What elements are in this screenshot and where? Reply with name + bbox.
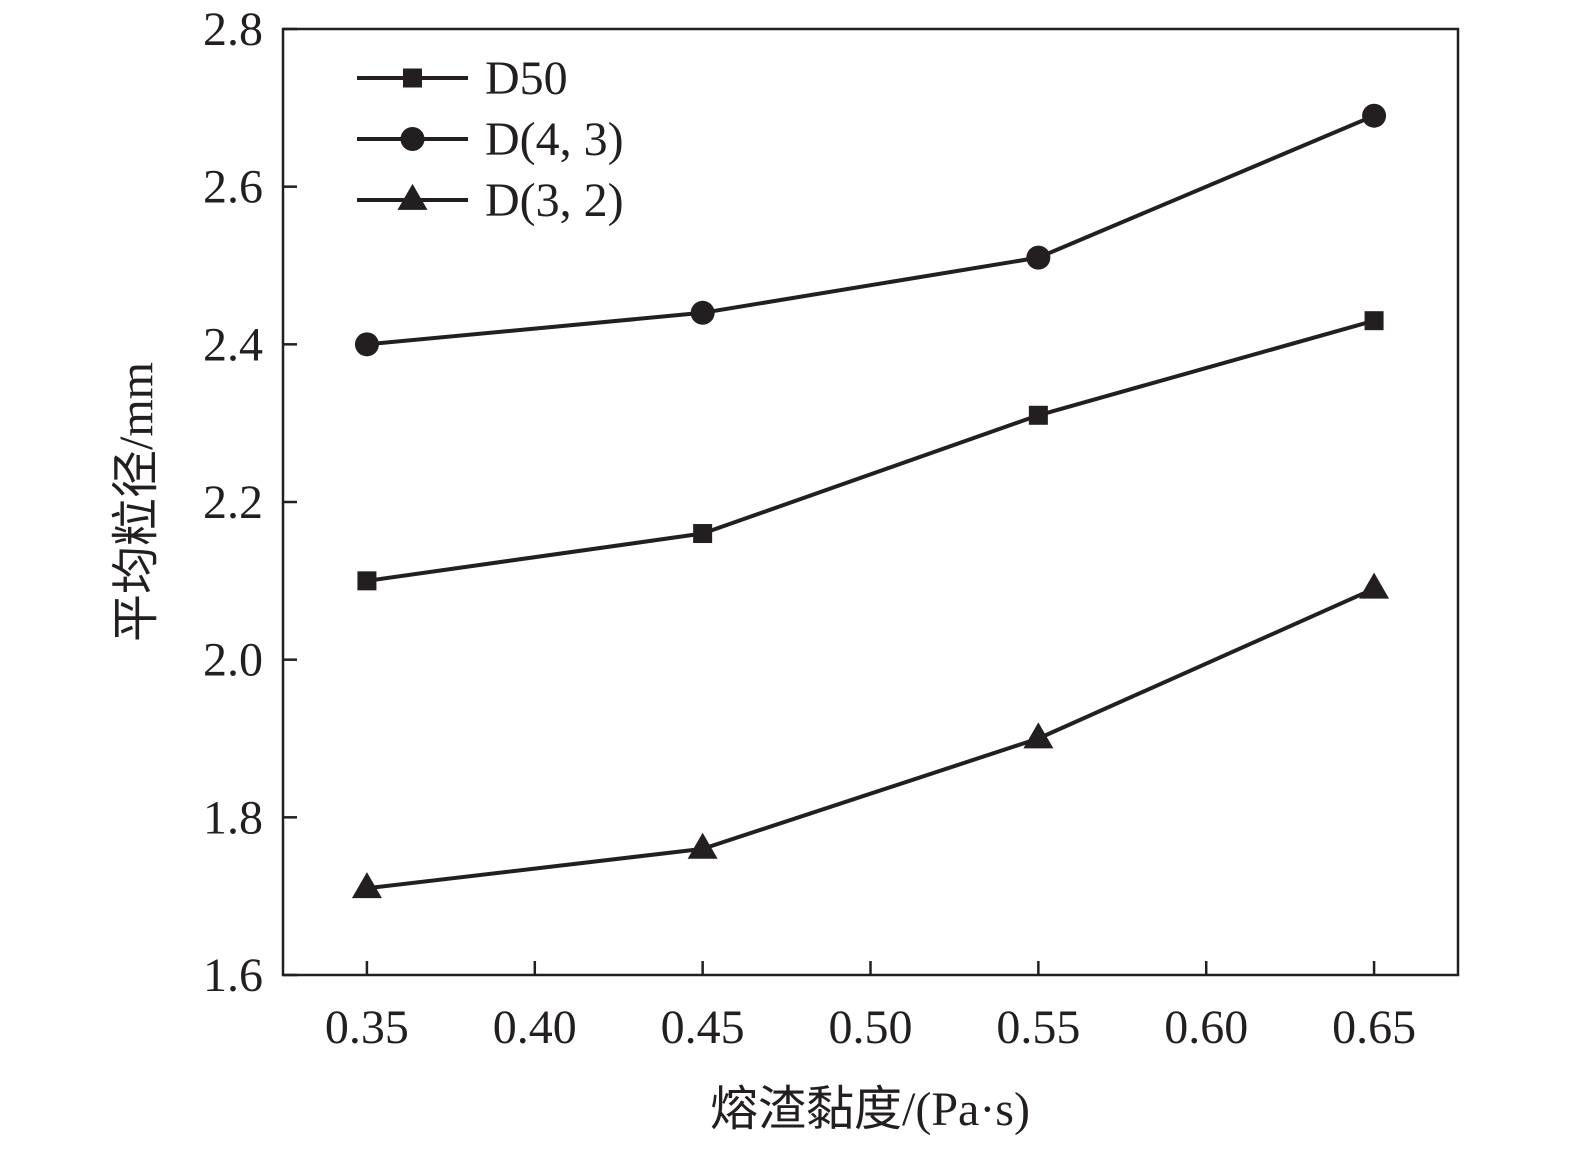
legend-label-0: D50	[485, 52, 568, 105]
x-tick-label-2: 0.45	[661, 1001, 745, 1054]
data-point-1-0	[354, 332, 379, 357]
data-point-0-0	[357, 571, 377, 591]
y-tick-label-5: 2.6	[203, 161, 263, 214]
y-axis-title: 平均粒径/mm	[110, 362, 163, 642]
series-line-0	[366, 318, 1375, 583]
x-tick-label-0: 0.35	[325, 1001, 409, 1054]
series-0	[357, 311, 1384, 591]
data-point-1-1	[690, 300, 715, 325]
legend-label-2: D(3, 2)	[485, 174, 624, 227]
y-tick-label-6: 2.8	[203, 3, 263, 56]
data-point-0-3	[1364, 311, 1384, 331]
y-tick-label-2: 2.0	[203, 634, 263, 687]
data-point-1-2	[1026, 245, 1051, 270]
legend-marker-2	[397, 183, 428, 210]
data-point-0-2	[1028, 405, 1048, 425]
series-2	[351, 572, 1390, 899]
data-point-2-1	[687, 832, 718, 859]
y-tick-label-1: 1.8	[203, 791, 263, 844]
x-tick-label-3: 0.50	[829, 1001, 913, 1054]
plot-frame	[281, 27, 1460, 977]
x-tick-label-6: 0.65	[1332, 1001, 1416, 1054]
y-tick-label-3: 2.2	[203, 476, 263, 529]
legend-item-2: D(3, 2)	[357, 174, 624, 227]
y-tick-label-0: 1.6	[203, 949, 263, 1002]
legend-marker-0	[403, 68, 422, 88]
data-point-2-2	[1023, 722, 1054, 749]
x-axis-title: 熔渣黏度/(Pa·s)	[710, 1083, 1030, 1136]
x-tick-label-1: 0.40	[493, 1001, 577, 1054]
series-1	[354, 103, 1387, 357]
series-line-2	[366, 586, 1375, 891]
legend-marker-1	[400, 127, 425, 151]
data-point-0-1	[693, 524, 713, 544]
data-point-2-3	[1359, 572, 1390, 599]
legend-label-1: D(4, 3)	[485, 113, 624, 166]
legend-item-0: D50	[357, 52, 568, 105]
x-tick-label-4: 0.55	[996, 1001, 1080, 1054]
x-tick-label-5: 0.60	[1164, 1001, 1248, 1054]
data-point-1-3	[1362, 103, 1387, 128]
y-tick-label-4: 2.4	[203, 318, 263, 371]
data-point-2-0	[351, 872, 382, 899]
series-line-1	[366, 113, 1375, 347]
legend-item-1: D(4, 3)	[357, 113, 624, 166]
